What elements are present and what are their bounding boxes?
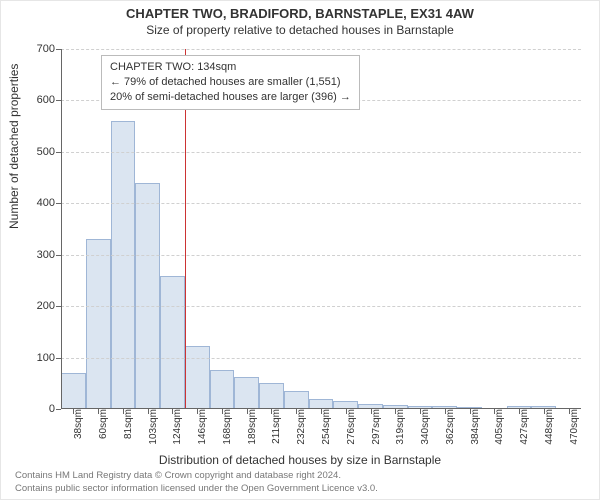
x-axis-label: Distribution of detached houses by size … (1, 453, 599, 467)
ytick-label: 0 (49, 403, 55, 415)
xtick-label: 427sqm (519, 409, 530, 445)
callout-line1: CHAPTER TWO: 134sqm (110, 60, 351, 75)
ytick-mark (56, 152, 61, 153)
xtick-label: 405sqm (494, 409, 505, 445)
ytick-label: 400 (37, 197, 55, 209)
xtick-label: 297sqm (371, 409, 382, 445)
xtick-label: 189sqm (247, 409, 258, 445)
xtick-label: 362sqm (445, 409, 456, 445)
ytick-label: 700 (37, 43, 55, 55)
ytick-label: 500 (37, 146, 55, 158)
ytick-mark (56, 409, 61, 410)
xtick-label: 60sqm (98, 409, 109, 439)
ytick-mark (56, 49, 61, 50)
ytick-mark (56, 203, 61, 204)
ytick-label: 600 (37, 94, 55, 106)
callout-line3: 20% of semi-detached houses are larger (… (110, 90, 351, 105)
xtick-label: 254sqm (321, 409, 332, 445)
xtick-label: 81sqm (123, 409, 134, 439)
ytick-mark (56, 100, 61, 101)
xtick-label: 103sqm (148, 409, 159, 445)
ytick-mark (56, 306, 61, 307)
xtick-label: 124sqm (172, 409, 183, 445)
ytick-label: 100 (37, 352, 55, 364)
xtick-label: 340sqm (420, 409, 431, 445)
attribution-line2: Contains public sector information licen… (15, 483, 378, 495)
ytick-mark (56, 358, 61, 359)
ytick-label: 200 (37, 300, 55, 312)
xtick-label: 211sqm (271, 409, 282, 444)
attribution: Contains HM Land Registry data © Crown c… (15, 470, 378, 495)
xtick-label: 448sqm (544, 409, 555, 445)
chart-subtitle: Size of property relative to detached ho… (1, 23, 599, 37)
callout-box: CHAPTER TWO: 134sqm ← 79% of detached ho… (101, 55, 360, 110)
attribution-line1: Contains HM Land Registry data © Crown c… (15, 470, 378, 482)
ytick-mark (56, 255, 61, 256)
y-axis-label: Number of detached properties (7, 64, 21, 229)
xtick-label: 276sqm (346, 409, 357, 445)
callout-line2: ← 79% of detached houses are smaller (1,… (110, 75, 351, 90)
xtick-label: 168sqm (222, 409, 233, 445)
xtick-label: 384sqm (470, 409, 481, 445)
xtick-label: 146sqm (197, 409, 208, 445)
chart-container: CHAPTER TWO, BRADIFORD, BARNSTAPLE, EX31… (0, 0, 600, 500)
chart-title: CHAPTER TWO, BRADIFORD, BARNSTAPLE, EX31… (1, 6, 599, 21)
ytick-label: 300 (37, 249, 55, 261)
xtick-label: 319sqm (395, 409, 406, 445)
xtick-label: 470sqm (569, 409, 580, 445)
xtick-label: 38sqm (73, 409, 84, 439)
xtick-label: 232sqm (296, 409, 307, 445)
